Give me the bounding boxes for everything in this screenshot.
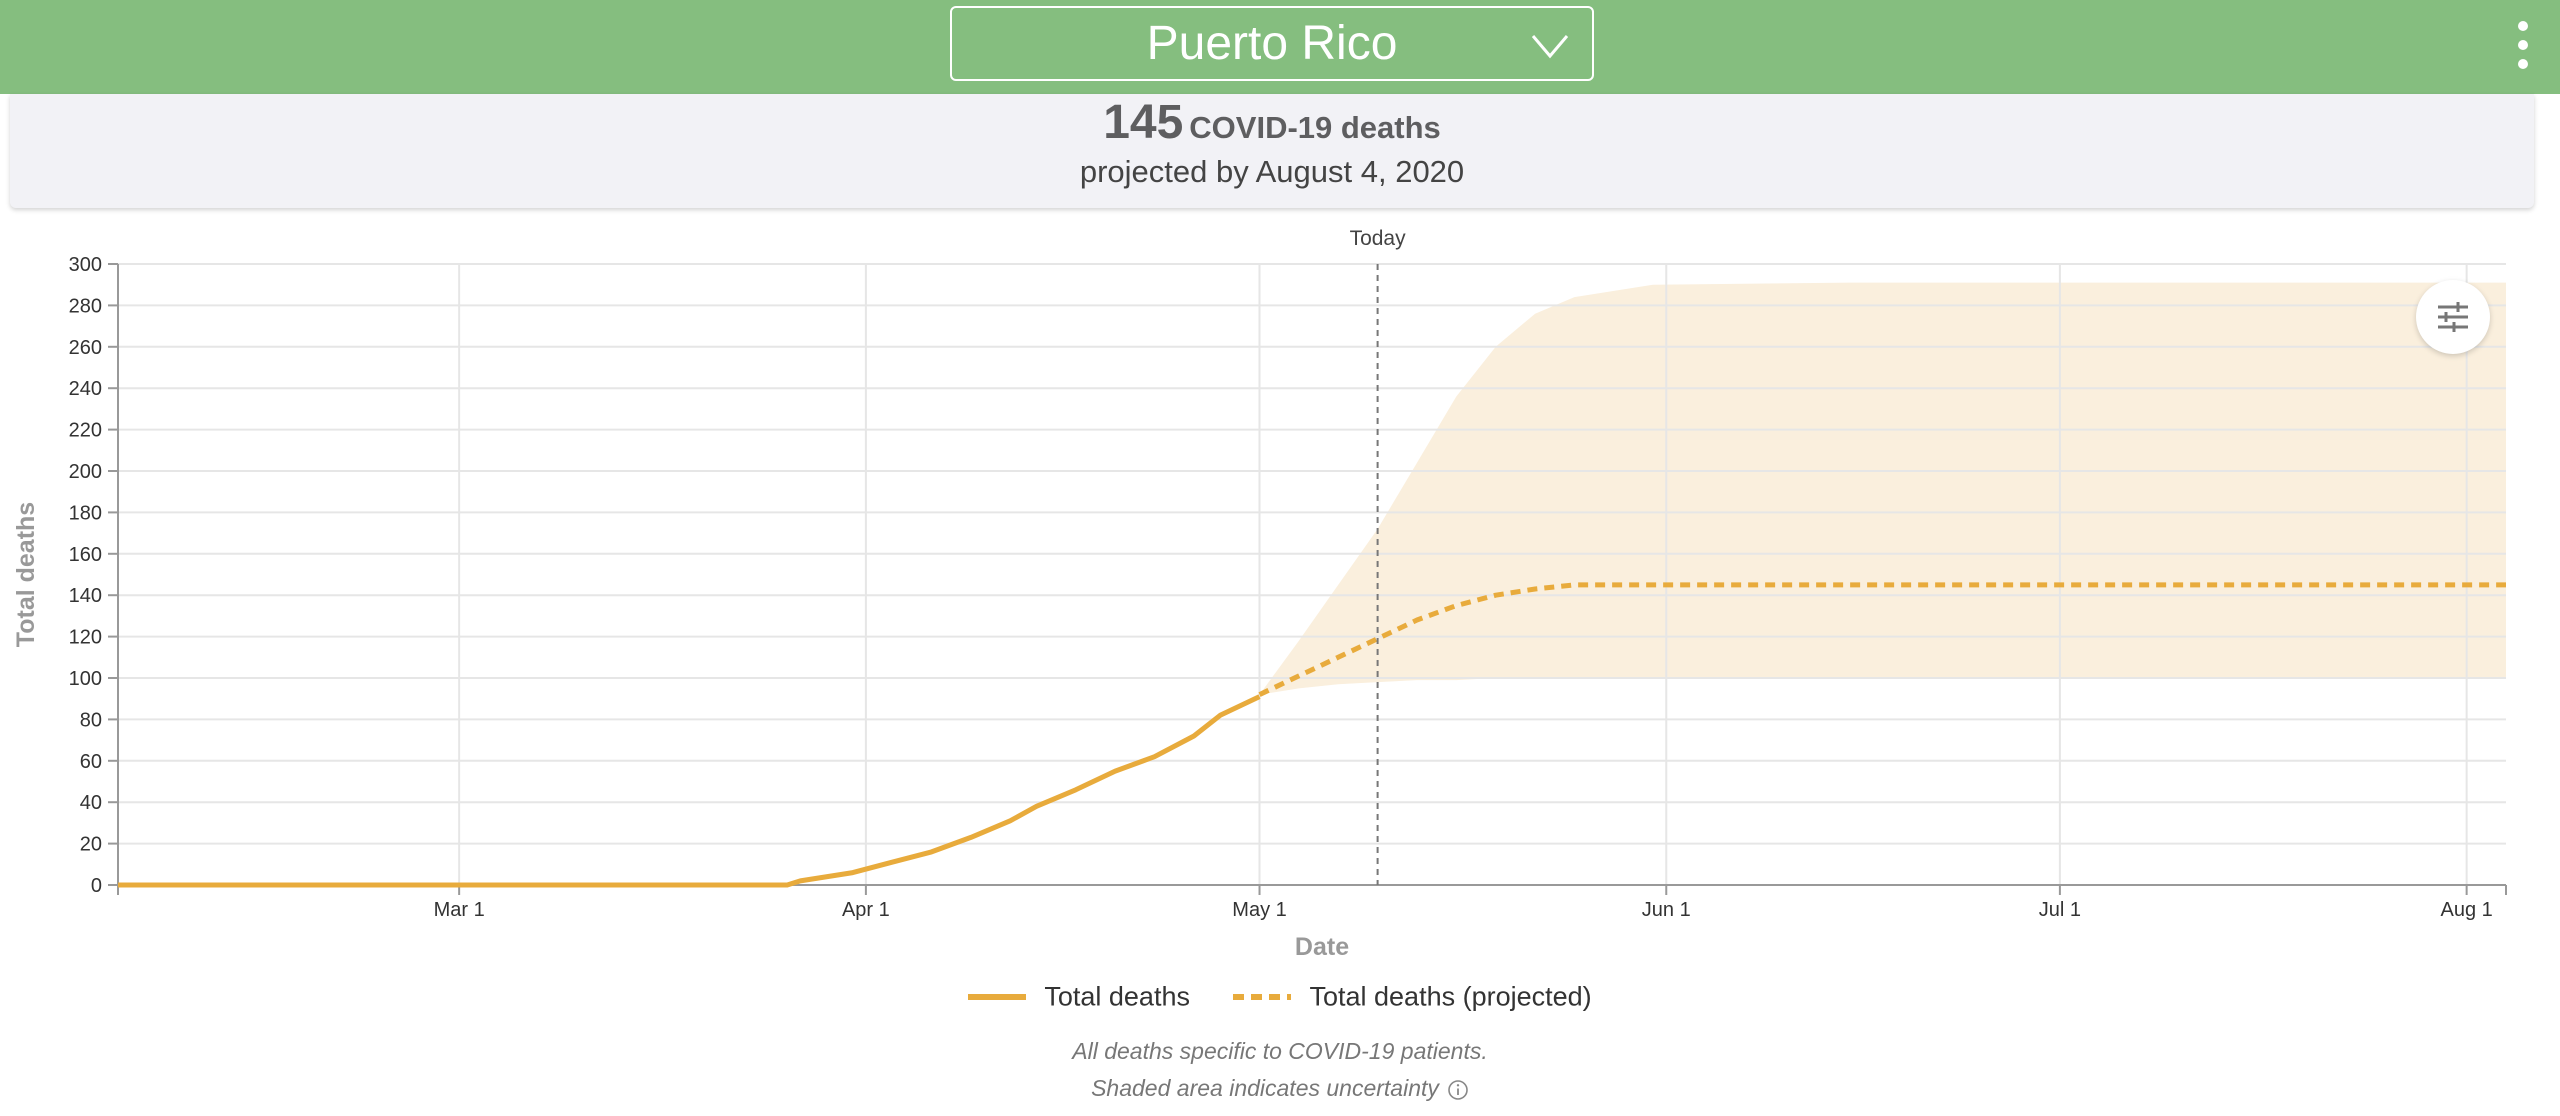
chart-legend: Total deaths Total deaths (projected) [0,980,2560,1012]
legend-item-total-deaths[interactable]: Total deaths [968,980,1190,1012]
chart-settings-button[interactable] [2416,280,2490,354]
uncertainty-band-layer [1259,282,2506,695]
projected-deaths-label: COVID-19 deaths [1189,110,1441,145]
x-tick-label: Apr 1 [842,899,890,921]
x-tick-label: Jun 1 [1642,899,1691,921]
chevron-down-icon [1531,35,1569,59]
y-tick-label: 280 [69,295,102,317]
y-tick-label: 160 [69,544,102,566]
y-tick-label: 20 [80,834,102,856]
legend-label: Total deaths (projected) [1309,981,1592,1012]
y-tick-label: 40 [80,792,102,814]
footnote-deaths: All deaths specific to COVID-19 patients… [1072,1038,1488,1064]
more-vertical-icon[interactable] [2508,18,2538,74]
x-tick-label: Jul 1 [2039,899,2081,921]
summary-headline: 145 COVID-19 deaths [10,94,2534,163]
y-tick-label: 240 [69,378,102,400]
y-tick-label: 0 [91,875,102,897]
footnote-uncertainty-text: Shaded area indicates uncertainty [1091,1075,1439,1101]
x-tick-label: May 1 [1232,899,1286,921]
legend-label: Total deaths [1044,981,1190,1012]
y-tick-label: 220 [69,420,102,442]
footnote-uncertainty: Shaded area indicates uncertainty [0,1075,2560,1102]
y-tick-label: 140 [69,585,102,607]
y-tick-label: 180 [69,502,102,524]
projected-deaths-count: 145 [1103,96,1184,149]
y-tick-label: 260 [69,337,102,359]
legend-swatch-dashed [1233,993,1292,1000]
today-layer: Today [1350,227,1407,885]
projection-date-text: projected by August 4, 2020 [1079,154,1465,189]
y-tick-label: 100 [69,668,102,690]
y-tick-label: 80 [80,709,102,731]
location-dropdown[interactable]: Puerto Rico [950,6,1594,81]
top-bar: Puerto Rico [0,0,2560,94]
location-name: Puerto Rico [1146,17,1398,70]
today-label: Today [1350,227,1407,250]
y-tick-label: 300 [69,254,102,276]
uncertainty-band [1259,282,2506,695]
y-tick-label: 60 [80,751,102,773]
y-tick-label: 200 [69,461,102,483]
legend-item-projected-deaths[interactable]: Total deaths (projected) [1233,980,1592,1012]
legend-swatch-solid [968,993,1027,1000]
sliders-icon [2438,302,2468,332]
axis-layer: 0 20 40 60 80 100 120 140 160 180 200 220 240 260 280 3… [12,254,2507,961]
y-tick-label: 120 [69,627,102,649]
x-axis-title: Date [1295,933,1349,961]
series-line-projected [1258,582,2506,697]
grid-layer [118,263,2506,885]
deaths-chart: 0 20 40 60 80 100 120 140 160 180 200 220 240 260 280 3… [12,227,2507,961]
series-layer [118,582,2506,888]
y-axis-title: Total deaths [12,502,40,647]
series-line-total-deaths [118,694,1261,888]
x-tick-label: Mar 1 [434,899,485,921]
x-tick-label: Aug 1 [2441,899,2493,921]
info-icon[interactable] [1447,1079,1469,1101]
summary-card: 145 COVID-19 deaths projected by August 4… [10,94,2534,208]
